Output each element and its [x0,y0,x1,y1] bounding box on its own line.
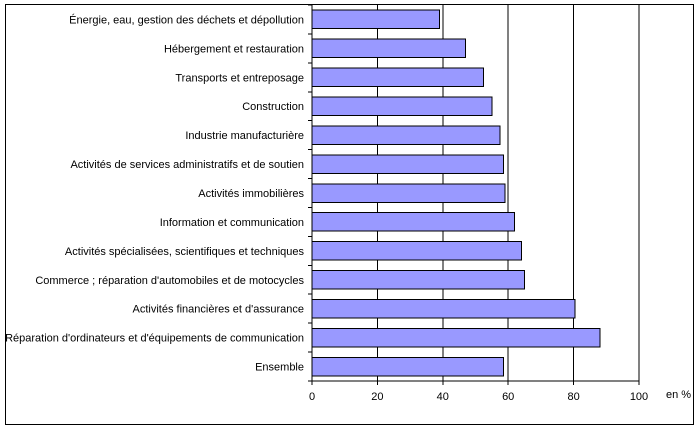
bar [311,270,526,290]
category-label: Activités spécialisées, scientifiques et… [65,246,305,258]
category-label: Activités immobilières [198,188,304,200]
category-label: Construction [242,101,304,113]
x-tick-label: 100 [630,391,648,403]
category-label: Hébergement et restauration [164,43,304,55]
category-label: Transports et entreposage [175,72,304,84]
bar [311,183,506,203]
bar [311,241,522,261]
category-label: Commerce ; réparation d'automobiles et d… [35,275,304,287]
bar [311,298,576,319]
category-label: Information et communication [160,217,304,229]
bar [311,96,493,116]
category-label: Réparation d'ordinateurs et d'équipement… [5,333,304,345]
x-tick-label: 0 [309,391,315,403]
x-axis-label: en % [666,389,691,401]
bar [311,154,504,174]
x-tick-label: 60 [502,391,514,403]
x-tick-label: 40 [437,391,449,403]
category-label: Activités financières et d'assurance [133,304,304,316]
bar [311,327,601,348]
bar [311,212,516,232]
bar [311,38,467,59]
bar [311,67,485,88]
x-tick-label: 20 [371,391,383,403]
category-label: Énergie, eau, gestion des déchets et dép… [69,13,304,26]
bar [311,9,441,30]
category-label: Industrie manufacturière [185,130,304,142]
x-tick-label: 80 [567,391,579,403]
bar [311,356,504,377]
category-label: Activités de services administratifs et … [70,159,304,171]
category-label: Ensemble [255,362,304,374]
bar [311,125,501,145]
